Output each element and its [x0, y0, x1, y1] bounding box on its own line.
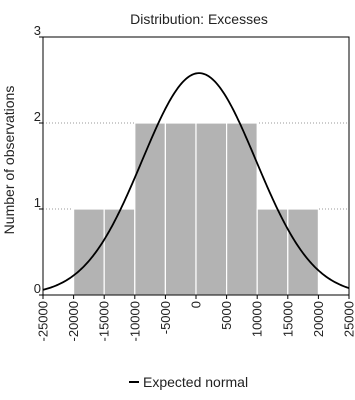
y-tick-label: 3 [34, 23, 41, 38]
x-tick-label: 25000 [342, 301, 355, 337]
y-axis-ticks: 0 1 2 3 [34, 23, 43, 296]
x-tick-label: -5000 [158, 301, 173, 334]
x-axis-ticks: -25000 -20000 -15000 -10000 -5000 0 5000 10000 1… [36, 295, 355, 341]
histogram-bar [134, 122, 167, 296]
x-tick-label: 5000 [219, 301, 234, 330]
y-tick-label: 1 [34, 195, 41, 210]
y-axis-label: Number of observations [1, 86, 17, 235]
histogram-bar [195, 122, 228, 296]
expected-normal-curve [42, 72, 350, 291]
x-tick-label: 20000 [311, 301, 326, 337]
y-tick-label: 2 [34, 109, 41, 124]
chart-title: Distribution: Excesses [130, 11, 268, 27]
histogram-bar [226, 122, 258, 296]
y-tick-label: 0 [34, 281, 41, 296]
x-tick-label: 10000 [250, 301, 265, 337]
x-tick-label: -20000 [66, 301, 81, 341]
x-tick-label: 0 [189, 301, 204, 308]
x-tick-label: 15000 [280, 301, 295, 337]
x-tick-label: -10000 [127, 301, 142, 341]
x-tick-label: -15000 [97, 301, 112, 341]
bars [72, 122, 319, 296]
legend-label-expected-normal: Expected normal [143, 374, 248, 390]
x-tick-label: -25000 [36, 301, 51, 341]
histogram-bar [103, 208, 136, 296]
legend: Expected normal [129, 374, 248, 390]
histogram-bar [72, 208, 105, 296]
histogram-bar [164, 122, 197, 296]
